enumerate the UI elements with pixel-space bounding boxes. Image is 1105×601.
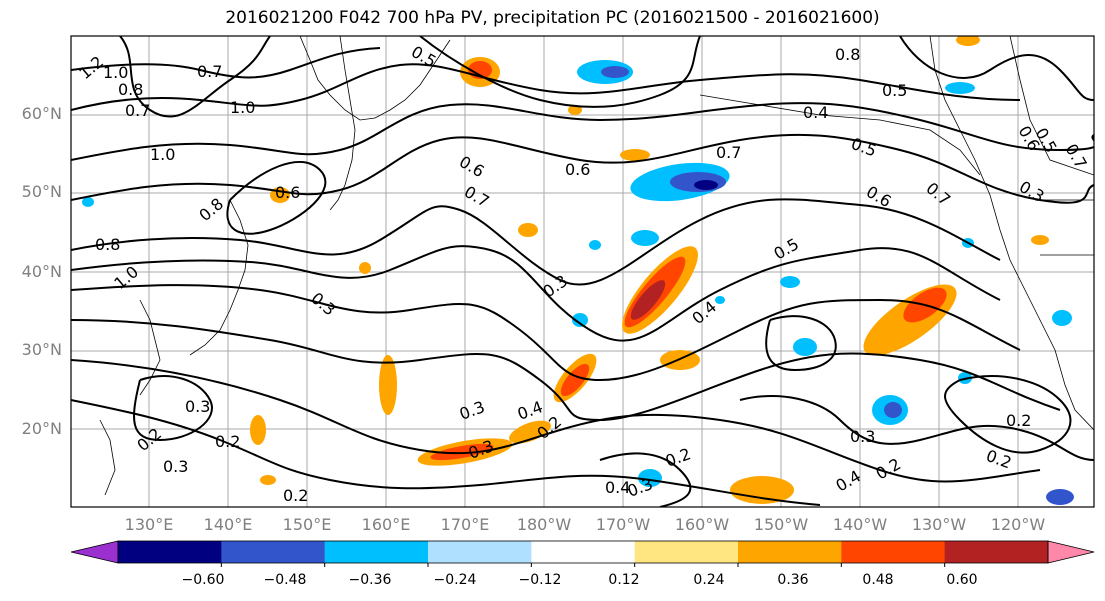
contour-label: 0.7 bbox=[197, 62, 222, 81]
contour-label: 0.4 bbox=[605, 478, 630, 497]
lon-label: 120°W bbox=[990, 515, 1046, 534]
lon-label: 140°W bbox=[832, 515, 888, 534]
pv-contours bbox=[71, 36, 1094, 507]
contour-label: 0.4 bbox=[803, 103, 828, 122]
colorbar-segment bbox=[221, 541, 326, 563]
colorbar-extend-max bbox=[1047, 540, 1095, 564]
colorbar-tick-label: −0.60 bbox=[181, 572, 225, 588]
colorbar-segment bbox=[944, 541, 1049, 563]
lon-label: 130°E bbox=[124, 515, 174, 534]
lon-label: 160°W bbox=[674, 515, 730, 534]
lon-label: 150°E bbox=[282, 515, 332, 534]
contour-label: 1.0 bbox=[230, 98, 255, 117]
lat-label-50n: 50°N bbox=[21, 182, 62, 201]
colorbar-segment bbox=[634, 541, 739, 563]
colorbar-segment bbox=[531, 541, 636, 563]
precipitation-shading bbox=[82, 36, 1074, 505]
colorbar-segment bbox=[841, 541, 946, 563]
colorbar-extend-min bbox=[70, 540, 119, 564]
colorbar-tick-label: 0.36 bbox=[777, 572, 809, 588]
graticule bbox=[71, 36, 1094, 507]
contour-label: 0.7 bbox=[125, 101, 150, 120]
contour-label: 0.3 bbox=[850, 427, 875, 446]
lon-label: 180°W bbox=[516, 515, 572, 534]
colorbar-tick-label: −0.12 bbox=[518, 572, 562, 588]
contour-label: 0.3 bbox=[185, 397, 210, 416]
colorbar-segment bbox=[118, 541, 222, 563]
lat-label-30n: 30°N bbox=[21, 340, 62, 359]
contour-label: 0.2 bbox=[215, 432, 240, 451]
map-title: 2016021200 F042 700 hPa PV, precipitatio… bbox=[225, 8, 880, 28]
lon-label: 150°W bbox=[753, 515, 809, 534]
lat-label-20n: 20°N bbox=[21, 419, 62, 438]
map-frame bbox=[70, 35, 1095, 508]
colorbar-segment bbox=[324, 541, 429, 563]
lat-label-40n: 40°N bbox=[21, 262, 62, 281]
colorbar-segment bbox=[428, 541, 532, 563]
contour-label: 0.8 bbox=[118, 80, 143, 99]
contour-label: 1.0 bbox=[150, 145, 175, 164]
contour-label: 0.5 bbox=[882, 81, 907, 100]
lon-label: 140°E bbox=[203, 515, 253, 534]
colorbar-segment bbox=[738, 541, 842, 563]
contour-label: 0.2 bbox=[1006, 411, 1031, 430]
contour-label: 0.6 bbox=[565, 160, 590, 179]
lat-label-60n: 60°N bbox=[21, 104, 62, 123]
contour-label: 0.2 bbox=[283, 486, 308, 505]
colorbar-tick-label: 0.12 bbox=[608, 572, 640, 588]
contour-label: 0.8 bbox=[95, 235, 120, 254]
colorbar-tick-label: −0.48 bbox=[263, 572, 307, 588]
colorbar-tick-label: −0.36 bbox=[348, 572, 392, 588]
colorbar bbox=[70, 540, 1095, 567]
contour-label: 0.8 bbox=[835, 45, 860, 64]
colorbar-tick-label: 0.48 bbox=[862, 572, 894, 588]
contour-label: 1.0 bbox=[103, 63, 128, 82]
contour-label: 0.6 bbox=[275, 183, 300, 202]
colorbar-tick-label: 0.60 bbox=[946, 572, 978, 588]
contour-label: 0.3 bbox=[163, 457, 188, 476]
lon-label: 160°E bbox=[361, 515, 411, 534]
contour-label: 0.7 bbox=[716, 143, 741, 162]
colorbar-tick-label: −0.24 bbox=[433, 572, 477, 588]
colorbar-tick-label: 0.24 bbox=[693, 572, 725, 588]
lon-label: 130°W bbox=[911, 515, 967, 534]
lon-label: 170°W bbox=[595, 515, 651, 534]
lon-label: 170°E bbox=[440, 515, 490, 534]
colorbar-frame bbox=[117, 540, 1049, 564]
